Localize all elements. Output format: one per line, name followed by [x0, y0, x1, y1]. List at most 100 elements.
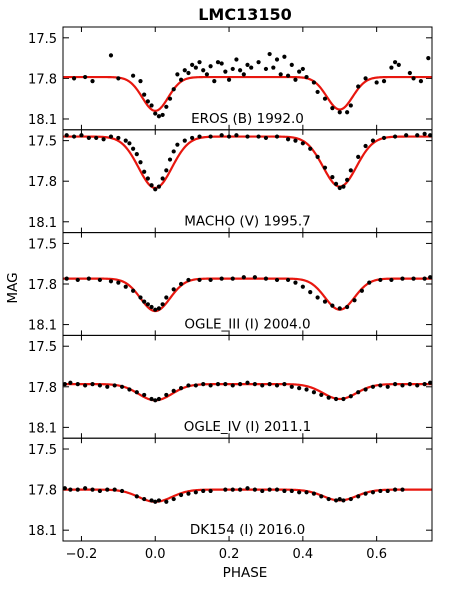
x-tick-label: 0.0 [145, 547, 166, 562]
data-point [105, 487, 110, 492]
data-point [204, 72, 210, 77]
data-point [171, 287, 176, 292]
y-tick-label: 17.5 [28, 340, 57, 355]
y-axis-title: MAG [5, 272, 21, 303]
model-curve [63, 75, 432, 112]
data-point [190, 62, 195, 67]
x-tick-label: 0.6 [366, 547, 387, 562]
data-point [234, 57, 239, 62]
data-point [145, 176, 150, 181]
data-point [138, 160, 143, 165]
data-point [83, 74, 88, 80]
data-point [393, 381, 398, 387]
data-point [326, 395, 331, 400]
data-point [230, 276, 235, 281]
data-point [112, 487, 117, 492]
data-point [428, 380, 432, 385]
data-point [363, 387, 368, 392]
data-point [333, 181, 339, 187]
data-point [116, 280, 121, 285]
y-tick-label: 17.8 [28, 484, 57, 499]
data-point [378, 383, 383, 388]
data-point [245, 380, 250, 385]
panel-5: 17.5 17.8 18.1 DK154 (I) 2016.0 [28, 437, 433, 542]
data-point [289, 488, 294, 494]
data-point [297, 386, 302, 391]
data-point [289, 384, 294, 389]
y-tick-label: 18.1 [28, 319, 57, 334]
data-point [153, 307, 158, 312]
data-point [97, 383, 102, 388]
data-point [404, 133, 409, 138]
data-point [337, 110, 342, 115]
data-point [182, 138, 187, 143]
data-point [322, 96, 328, 101]
data-point [186, 277, 191, 283]
data-point [83, 383, 88, 388]
panel-label: OGLE_IV (I) 2011.1 [184, 419, 311, 435]
data-point [94, 135, 99, 141]
data-point [149, 103, 154, 108]
data-point [415, 133, 420, 138]
data-point [330, 106, 335, 111]
data-point [219, 133, 224, 138]
data-point [226, 77, 232, 82]
y-tick-label: 17.8 [28, 175, 57, 190]
data-point [223, 69, 228, 74]
data-point [156, 306, 162, 311]
data-point [263, 66, 269, 72]
data-point [186, 70, 191, 76]
data-point [145, 302, 150, 307]
data-point [428, 275, 432, 280]
x-axis-title: PHASE [223, 565, 268, 581]
data-point [345, 110, 350, 115]
model-curve [63, 382, 432, 402]
data-point [285, 277, 291, 283]
data-point [149, 498, 154, 503]
data-point [83, 486, 88, 491]
data-point [267, 381, 272, 387]
data-point [319, 494, 324, 499]
data-point [400, 487, 405, 492]
data-point [315, 154, 320, 159]
data-point [274, 487, 280, 492]
data-point [64, 133, 69, 138]
data-point [178, 492, 184, 498]
data-point [426, 56, 431, 61]
data-point [208, 383, 213, 388]
data-point [160, 176, 165, 181]
data-point [167, 96, 173, 101]
panel-2: 17.5 17.8 18.1 MACHO (V) 1995.7 [28, 129, 433, 234]
data-point [300, 284, 305, 289]
data-point [341, 498, 346, 503]
data-point [374, 80, 379, 85]
data-point [112, 383, 117, 388]
data-point [219, 61, 224, 66]
data-point [252, 487, 257, 492]
x-tick-label: 0.2 [219, 547, 240, 562]
data-point [330, 303, 335, 308]
data-point [308, 146, 313, 151]
data-point [370, 138, 376, 143]
data-point [156, 184, 162, 189]
data-point [208, 134, 213, 139]
data-point [164, 104, 169, 109]
data-point [108, 53, 114, 58]
data-point [418, 79, 424, 84]
data-point [142, 392, 147, 398]
data-point [63, 381, 67, 387]
data-point [249, 65, 254, 70]
data-point [197, 60, 202, 65]
data-point [411, 276, 416, 281]
data-point [308, 290, 313, 295]
data-point [134, 494, 139, 499]
data-point [164, 499, 169, 504]
data-point [311, 491, 317, 496]
panel-3: 17.5 17.8 18.1 OGLE_III (I) 2004.0 [28, 232, 433, 336]
data-point [393, 487, 398, 492]
data-point [352, 298, 357, 303]
data-point [319, 392, 324, 398]
panel-1: 17.5 17.8 18.1 EROS (B) 1992.0 [28, 26, 433, 131]
data-point [226, 134, 232, 139]
